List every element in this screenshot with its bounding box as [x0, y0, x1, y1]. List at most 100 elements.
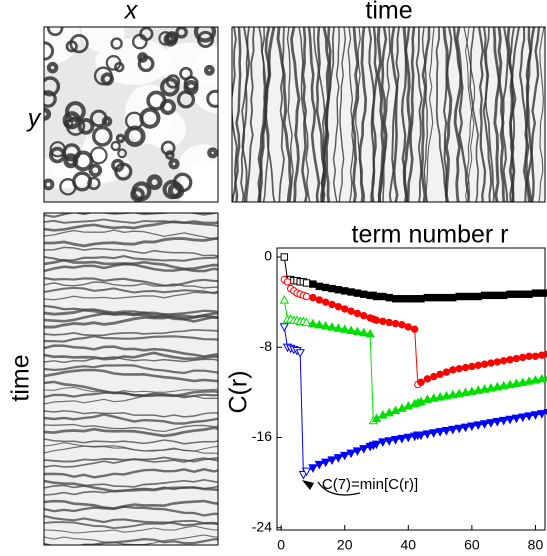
- annotation-arrow: [317, 481, 361, 496]
- texture: [77, 117, 95, 135]
- marker: [398, 295, 406, 303]
- texture: [278, 27, 285, 202]
- texture-panel: [44, 213, 218, 545]
- marker: [398, 321, 406, 329]
- axis-label: x: [124, 0, 139, 25]
- marker: [538, 351, 546, 359]
- marker: [474, 292, 482, 301]
- texture: [64, 101, 86, 122]
- marker: [537, 410, 547, 419]
- marker: [530, 375, 541, 384]
- x-tick-label: 60: [464, 537, 480, 553]
- marker: [474, 361, 482, 370]
- texture: [44, 423, 218, 433]
- texture: [320, 27, 335, 202]
- marker: [410, 325, 419, 333]
- texture: [290, 27, 301, 202]
- texture: [168, 158, 180, 170]
- marker: [385, 293, 393, 302]
- texture: [286, 27, 294, 202]
- texture: [44, 311, 218, 323]
- marker: [512, 290, 521, 298]
- texture: [415, 27, 423, 202]
- texture: [44, 438, 218, 445]
- marker: [372, 316, 381, 324]
- texture: [377, 27, 388, 202]
- marker: [365, 328, 375, 338]
- marker: [468, 362, 476, 371]
- chart-title: term number r: [352, 221, 509, 249]
- marker: [436, 370, 444, 379]
- texture: [101, 116, 113, 127]
- marker: [308, 318, 318, 328]
- y-tick-label: 0: [264, 248, 272, 264]
- texture: [62, 143, 81, 162]
- marker: [301, 467, 312, 477]
- x-tick-label: 0: [277, 537, 285, 553]
- texture: [44, 364, 218, 375]
- marker: [543, 408, 547, 416]
- marker: [328, 284, 336, 293]
- axis-label: y: [26, 105, 42, 133]
- texture: [196, 30, 215, 49]
- texture: [117, 148, 127, 159]
- marker: [315, 282, 323, 291]
- marker: [493, 291, 502, 300]
- texture: [179, 66, 193, 81]
- texture: [371, 27, 379, 202]
- texture: [464, 27, 475, 202]
- texture: [44, 514, 218, 527]
- texture: [351, 27, 360, 202]
- marker: [518, 413, 528, 423]
- marker: [341, 287, 349, 295]
- marker: [524, 412, 534, 421]
- texture: [206, 89, 218, 108]
- marker: [480, 360, 489, 368]
- marker: [422, 430, 433, 440]
- marker: [544, 350, 547, 358]
- marker: [538, 289, 546, 297]
- texture: [44, 537, 218, 545]
- marker: [390, 436, 401, 445]
- texture: [332, 27, 340, 202]
- texture: [165, 150, 175, 160]
- marker: [314, 460, 324, 470]
- texture: [234, 27, 242, 202]
- marker: [544, 289, 547, 297]
- marker: [449, 366, 457, 374]
- texture: [88, 163, 103, 178]
- marker: [391, 295, 400, 303]
- texture: [146, 174, 163, 191]
- marker: [511, 414, 522, 424]
- marker: [360, 290, 368, 298]
- marker: [417, 378, 425, 386]
- marker: [309, 293, 317, 302]
- marker: [498, 416, 509, 426]
- texture: [44, 410, 218, 418]
- marker: [340, 451, 350, 461]
- texture: [47, 27, 64, 37]
- marker: [530, 411, 541, 420]
- marker: [347, 307, 355, 315]
- texture: [44, 246, 218, 257]
- y-axis-label: C(r): [225, 370, 253, 413]
- texture: [525, 27, 541, 202]
- texture: [44, 328, 218, 337]
- texture: [158, 31, 173, 46]
- marker: [460, 387, 471, 397]
- texture: [44, 505, 218, 517]
- marker: [467, 422, 477, 432]
- marker: [352, 326, 363, 336]
- marker: [524, 376, 534, 385]
- axis-label: time: [7, 354, 35, 401]
- marker: [543, 374, 547, 382]
- marker: [359, 445, 369, 454]
- texture: [139, 27, 154, 41]
- marker: [391, 319, 400, 328]
- texture: [484, 27, 495, 202]
- marker: [360, 311, 368, 320]
- marker: [283, 278, 292, 286]
- marker: [467, 386, 477, 395]
- marker: [531, 289, 540, 297]
- marker: [279, 323, 289, 332]
